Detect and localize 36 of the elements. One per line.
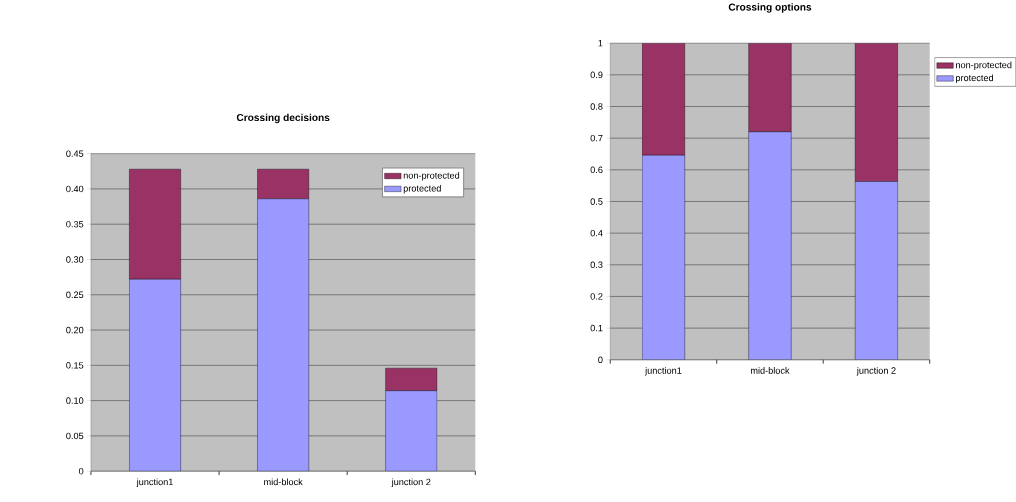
y-tick-label: 0: [78, 467, 84, 475]
x-tick-label: junction1: [644, 366, 682, 376]
y-tick-label: 0.3: [590, 261, 603, 268]
bar: [748, 131, 792, 360]
y-tick-label: 0.4: [590, 229, 603, 237]
y-tick-label: 0.45: [66, 150, 84, 157]
y-tick-label: 0.8: [590, 103, 603, 110]
y-tick-label: 0.20: [66, 326, 84, 334]
x-tick-label: junction1: [136, 478, 173, 487]
y-tick-label: 0.1: [590, 324, 603, 332]
chart-title: Crossing options: [728, 3, 812, 13]
y-tick-label: 0.10: [66, 397, 84, 404]
x-tick-label: junction 2: [391, 478, 431, 487]
x-tick-label: junction 2: [856, 366, 896, 376]
y-tick-label: 0: [598, 356, 603, 363]
y-tick-label: 0.7: [590, 134, 603, 142]
y-tick-label: 0.15: [66, 361, 84, 369]
legend-label: non-protected: [956, 61, 1012, 70]
legend-label: non-protected: [403, 171, 460, 181]
bar: [854, 181, 898, 360]
y-tick-label: 1: [598, 39, 603, 47]
bar: [641, 154, 685, 360]
y-tick-label: 0.30: [66, 256, 84, 263]
x-tick-label: mid-block: [750, 366, 790, 374]
legend-label: protected: [403, 184, 441, 194]
y-tick-label: 0.40: [66, 185, 84, 193]
chart-title: Crossing decisions: [236, 113, 330, 124]
x-tick-label: mid-block: [264, 478, 303, 486]
y-tick-label: 0.35: [66, 220, 84, 228]
legend-label: protected: [956, 74, 994, 83]
y-tick-label: 0.6: [590, 166, 603, 173]
y-tick-label: 0.5: [590, 198, 603, 205]
y-tick-label: 0.2: [590, 293, 603, 300]
y-tick-label: 0.05: [66, 432, 84, 440]
y-tick-label: 0.9: [590, 71, 603, 78]
y-tick-label: 0.25: [66, 291, 84, 298]
